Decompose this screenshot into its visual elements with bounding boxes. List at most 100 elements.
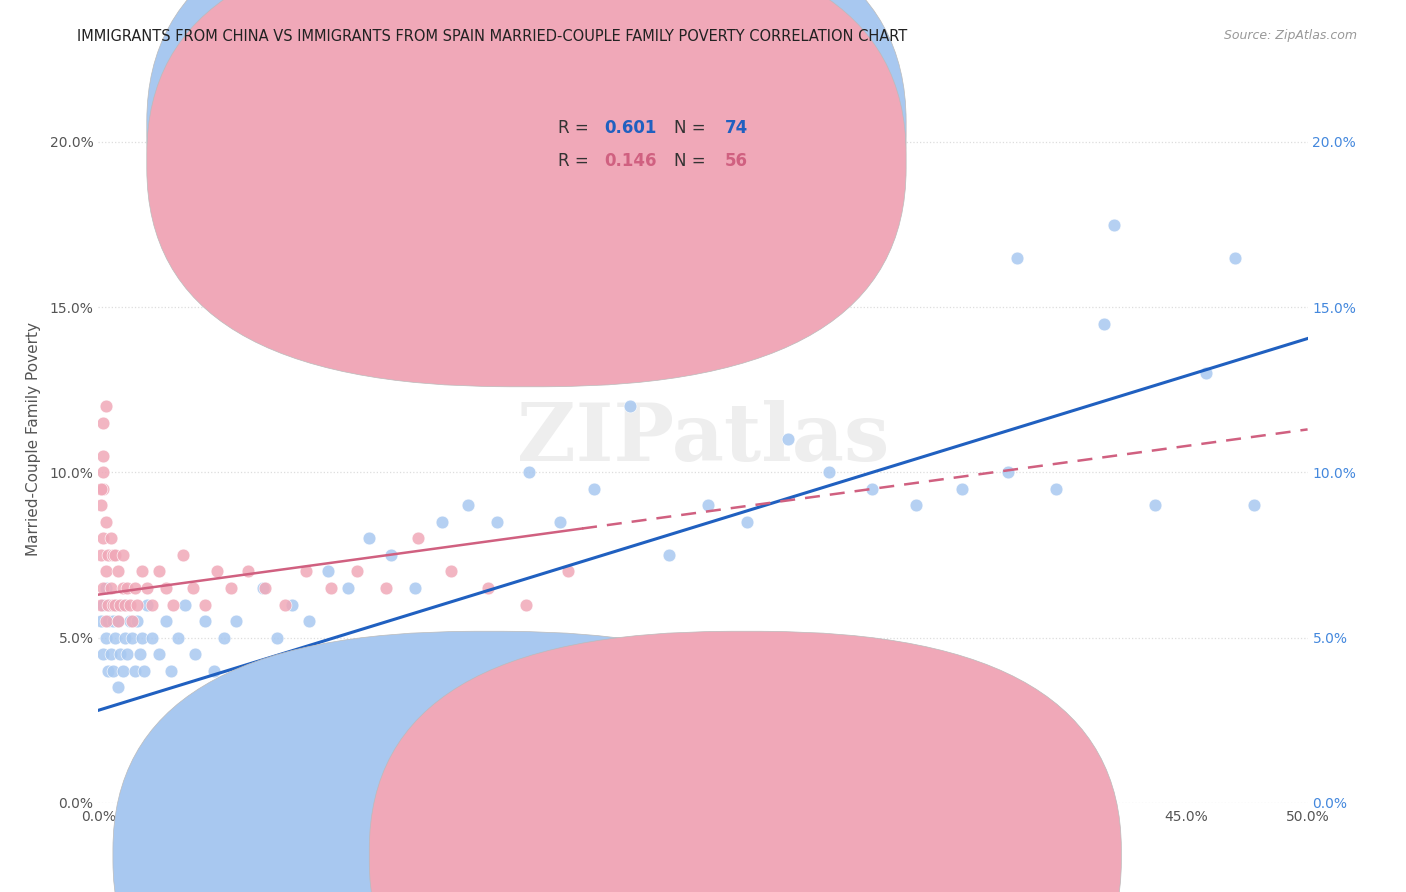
- Point: [316, 565, 339, 579]
- Point: [107, 680, 129, 694]
- Text: 74: 74: [724, 120, 748, 137]
- Point: [100, 581, 122, 595]
- Point: [273, 598, 295, 612]
- Point: [238, 565, 260, 579]
- Point: [1094, 317, 1116, 331]
- Point: [225, 614, 247, 628]
- Text: 56: 56: [724, 153, 748, 170]
- Point: [336, 581, 359, 595]
- Text: 0.601: 0.601: [603, 120, 657, 137]
- Point: [162, 598, 184, 612]
- Text: Source: ZipAtlas.com: Source: ZipAtlas.com: [1223, 29, 1357, 43]
- Point: [346, 565, 368, 579]
- Point: [860, 482, 883, 496]
- Text: N =: N =: [673, 153, 711, 170]
- Point: [104, 598, 127, 612]
- Point: [94, 631, 117, 645]
- Text: ZIPatlas: ZIPatlas: [517, 401, 889, 478]
- Point: [107, 565, 129, 579]
- Point: [108, 598, 131, 612]
- Point: [117, 581, 139, 595]
- Point: [114, 631, 136, 645]
- Point: [107, 614, 129, 628]
- Point: [735, 515, 758, 529]
- Point: [121, 614, 143, 628]
- Point: [515, 598, 537, 612]
- Point: [114, 598, 136, 612]
- Point: [90, 614, 112, 628]
- Point: [517, 466, 540, 480]
- Point: [194, 598, 217, 612]
- Text: Immigrants from Spain: Immigrants from Spain: [763, 847, 939, 863]
- Text: N =: N =: [673, 120, 711, 137]
- Point: [172, 548, 194, 562]
- Point: [155, 614, 177, 628]
- Point: [181, 581, 204, 595]
- FancyBboxPatch shape: [146, 0, 905, 387]
- Point: [91, 466, 114, 480]
- Point: [148, 565, 170, 579]
- Point: [298, 614, 321, 628]
- Point: [486, 515, 509, 529]
- Point: [204, 664, 226, 678]
- Y-axis label: Married-Couple Family Poverty: Married-Couple Family Poverty: [27, 322, 41, 557]
- Point: [212, 631, 235, 645]
- Point: [430, 515, 453, 529]
- Point: [94, 581, 117, 595]
- Point: [359, 532, 381, 546]
- Point: [100, 598, 122, 612]
- Point: [266, 631, 288, 645]
- Point: [97, 548, 120, 562]
- Point: [94, 399, 117, 413]
- Point: [94, 565, 117, 579]
- Point: [118, 598, 141, 612]
- Point: [100, 647, 122, 661]
- Point: [1144, 499, 1167, 513]
- Point: [184, 647, 207, 661]
- Point: [295, 565, 318, 579]
- Point: [254, 581, 277, 595]
- Point: [127, 614, 149, 628]
- Point: [111, 548, 134, 562]
- Point: [101, 664, 124, 678]
- Point: [238, 664, 260, 678]
- Point: [101, 598, 124, 612]
- Point: [91, 647, 114, 661]
- Point: [91, 482, 114, 496]
- Point: [1007, 251, 1029, 265]
- Point: [904, 499, 927, 513]
- Point: [550, 515, 572, 529]
- Point: [94, 515, 117, 529]
- Point: [155, 581, 177, 595]
- Point: [696, 499, 718, 513]
- Point: [319, 581, 342, 595]
- FancyBboxPatch shape: [370, 632, 1122, 892]
- Text: Immigrants from China: Immigrants from China: [508, 847, 683, 863]
- Point: [160, 664, 183, 678]
- Point: [174, 598, 197, 612]
- Point: [817, 466, 839, 480]
- Point: [97, 664, 120, 678]
- Point: [97, 598, 120, 612]
- Point: [131, 631, 153, 645]
- Point: [91, 598, 114, 612]
- Point: [107, 614, 129, 628]
- Point: [121, 631, 143, 645]
- Point: [127, 598, 149, 612]
- Point: [124, 664, 146, 678]
- Point: [141, 598, 163, 612]
- Point: [118, 614, 141, 628]
- Point: [94, 614, 117, 628]
- Point: [252, 581, 274, 595]
- Point: [117, 647, 139, 661]
- Point: [1223, 251, 1246, 265]
- Point: [91, 416, 114, 430]
- Point: [91, 449, 114, 463]
- Point: [90, 598, 112, 612]
- Point: [104, 598, 127, 612]
- Point: [100, 532, 122, 546]
- Text: IMMIGRANTS FROM CHINA VS IMMIGRANTS FROM SPAIN MARRIED-COUPLE FAMILY POVERTY COR: IMMIGRANTS FROM CHINA VS IMMIGRANTS FROM…: [77, 29, 908, 45]
- Text: R =: R =: [558, 153, 593, 170]
- FancyBboxPatch shape: [146, 0, 905, 354]
- Point: [134, 664, 156, 678]
